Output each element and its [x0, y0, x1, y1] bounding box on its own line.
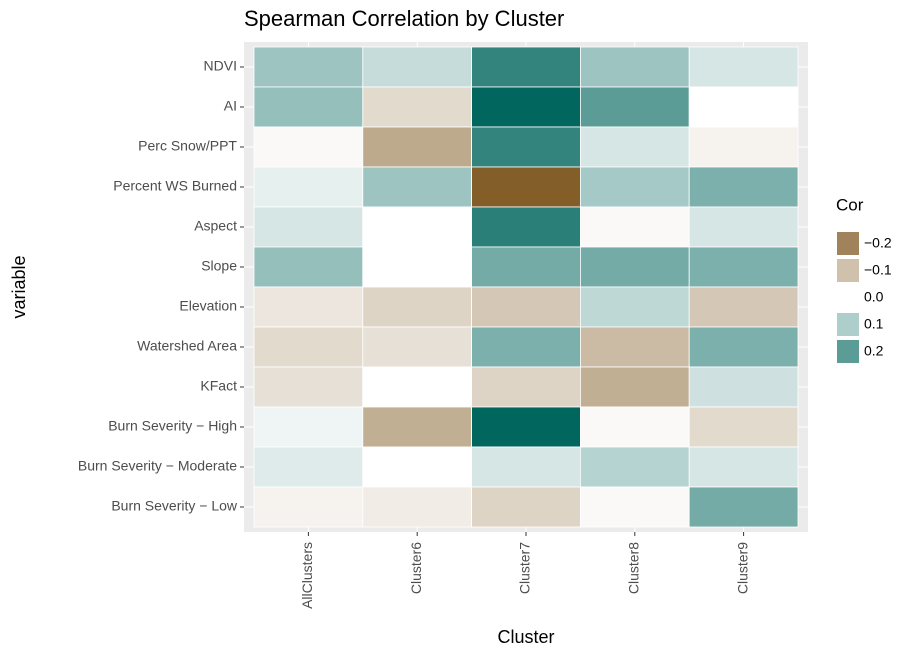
heat-cell [688, 126, 799, 168]
heat-cell [688, 86, 799, 128]
y-tick-label: Slope [201, 258, 237, 274]
y-tick-label: Burn Severity − Moderate [78, 458, 237, 474]
y-tick-label: Elevation [179, 298, 237, 314]
heat-cell [362, 246, 472, 288]
y-tick-label: Aspect [194, 218, 237, 234]
heat-cell [471, 206, 581, 248]
heat-cell [580, 486, 690, 528]
heat-cell [362, 126, 472, 168]
heat-cell [688, 406, 799, 448]
heat-cell [688, 486, 799, 528]
heat-cell [580, 46, 690, 88]
heat-cell [580, 406, 690, 448]
y-tick-label: Watershed Area [137, 338, 237, 354]
heat-cell [362, 286, 472, 328]
heat-cell [580, 286, 690, 328]
heat-cell [471, 326, 581, 368]
heat-cell [471, 166, 581, 208]
heat-cell [362, 366, 472, 408]
heat-cell [362, 446, 472, 488]
legend-label: 0.2 [864, 343, 884, 359]
heat-cell [471, 406, 581, 448]
y-tick-label: AI [224, 98, 237, 114]
heat-cell [253, 486, 364, 528]
heat-cell [688, 166, 799, 208]
heat-cell [688, 446, 799, 488]
heat-cell [471, 486, 581, 528]
heat-cell [253, 86, 364, 128]
heat-cell [362, 486, 472, 528]
legend-swatch [837, 313, 859, 336]
heat-cell [253, 46, 364, 88]
heat-cell [580, 326, 690, 368]
y-tick-label: NDVI [204, 58, 237, 74]
x-tick-label: Cluster9 [734, 542, 750, 594]
heat-cell [253, 446, 364, 488]
heat-cell [362, 326, 472, 368]
heat-cell [253, 326, 364, 368]
heat-cell [580, 206, 690, 248]
y-tick-label: Burn Severity − High [108, 418, 237, 434]
heat-cell [253, 406, 364, 448]
legend-swatch [837, 286, 859, 309]
legend-swatch [837, 232, 859, 255]
heat-cell [471, 86, 581, 128]
heat-cell [580, 166, 690, 208]
y-tick-label: KFact [200, 378, 237, 394]
heat-cell [362, 206, 472, 248]
x-axis-label: Cluster [497, 627, 554, 647]
y-tick-label: Burn Severity − Low [111, 498, 238, 514]
y-tick-label: Perc Snow/PPT [138, 138, 237, 154]
y-axis-label: variable [9, 255, 29, 318]
heat-cell [471, 126, 581, 168]
heat-cell [688, 246, 799, 288]
heat-cell [253, 126, 364, 168]
heat-cell [688, 206, 799, 248]
y-tick-label: Percent WS Burned [113, 178, 237, 194]
heat-cell [580, 86, 690, 128]
heat-cell [688, 46, 799, 88]
heat-cell [253, 166, 364, 208]
heat-cell [253, 366, 364, 408]
heat-cell [471, 286, 581, 328]
x-tick-label: Cluster8 [626, 542, 642, 594]
heat-cell [688, 286, 799, 328]
legend-label: 0.0 [864, 289, 884, 305]
heat-cell [471, 246, 581, 288]
heat-cell [580, 126, 690, 168]
heat-cell [253, 286, 364, 328]
x-tick-label: Cluster6 [408, 542, 424, 594]
heat-cell [471, 446, 581, 488]
heat-cell [580, 246, 690, 288]
legend-swatch [837, 259, 859, 282]
heat-cell [362, 406, 472, 448]
legend-label: −0.1 [864, 262, 892, 278]
legend-label: 0.1 [864, 316, 884, 332]
heat-cell [688, 366, 799, 408]
heat-cell [471, 46, 581, 88]
heat-cell [362, 166, 472, 208]
x-tick-label: AllClusters [299, 542, 315, 609]
heat-cell [253, 206, 364, 248]
heat-cell [580, 366, 690, 408]
heat-cell [362, 46, 472, 88]
x-tick-label: Cluster7 [517, 542, 533, 594]
heat-cell [471, 366, 581, 408]
heat-cell [362, 86, 472, 128]
chart-title: Spearman Correlation by Cluster [244, 6, 564, 31]
heat-cell [688, 326, 799, 368]
legend-title: Cor [836, 195, 864, 214]
heat-cell [580, 446, 690, 488]
legend-swatch [837, 340, 859, 363]
heat-cell [253, 246, 364, 288]
legend-label: −0.2 [864, 235, 892, 251]
